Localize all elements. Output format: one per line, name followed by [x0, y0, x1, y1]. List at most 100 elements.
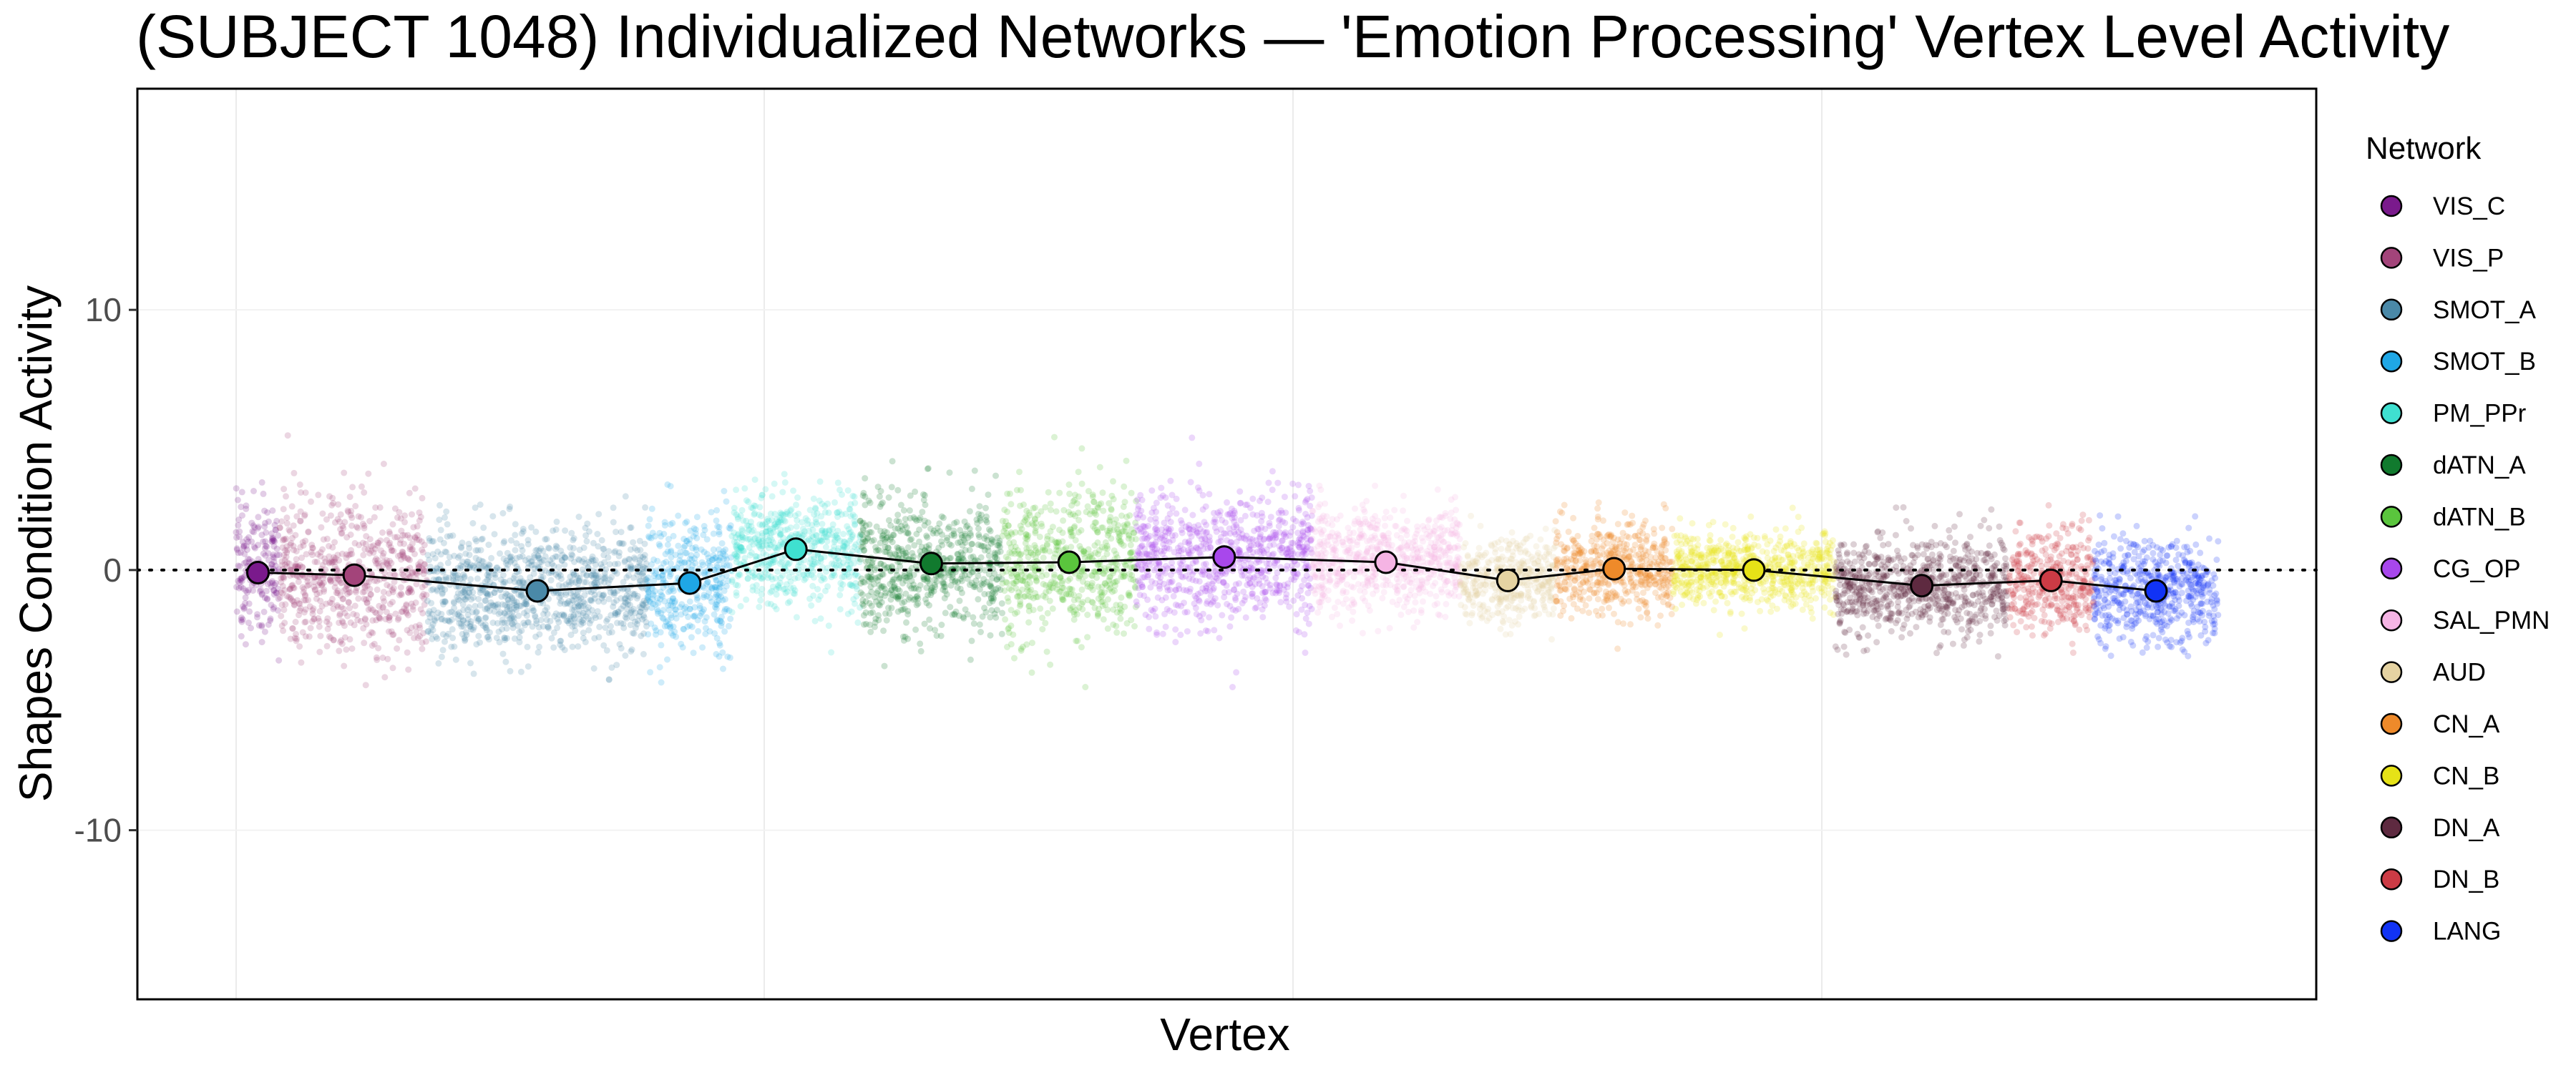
vertex-point	[570, 597, 577, 604]
vertex-point	[718, 540, 726, 547]
vertex-point	[1211, 627, 1218, 634]
vertex-point	[429, 611, 436, 617]
vertex-point	[723, 498, 730, 505]
vertex-point	[233, 534, 240, 541]
vertex-point	[318, 581, 326, 588]
vertex-point	[467, 623, 473, 630]
vertex-point	[921, 517, 928, 524]
vertex-point	[613, 662, 620, 669]
vertex-point	[400, 552, 407, 559]
vertex-point	[334, 552, 341, 559]
vertex-point	[464, 558, 472, 565]
vertex-point	[315, 614, 322, 622]
vertex-point	[281, 619, 288, 627]
vertex-point	[660, 607, 667, 614]
vertex-point	[585, 559, 592, 566]
vertex-point	[558, 557, 565, 564]
vertex-point	[733, 589, 740, 596]
vertex-point	[1099, 489, 1106, 496]
vertex-point	[449, 635, 457, 642]
vertex-point	[409, 540, 416, 547]
vertex-point	[452, 656, 459, 663]
vertex-point	[1080, 551, 1088, 558]
vertex-point	[351, 602, 358, 609]
vertex-point	[1123, 619, 1131, 627]
vertex-point	[1029, 640, 1035, 647]
vertex-point	[323, 516, 330, 523]
vertex-point	[360, 624, 367, 632]
vertex-point	[248, 519, 255, 526]
vertex-point	[324, 615, 331, 622]
vertex-point	[477, 639, 483, 646]
vertex-point	[1158, 597, 1166, 604]
vertex-point	[447, 618, 453, 625]
vertex-point	[1075, 493, 1082, 500]
vertex-point	[239, 616, 246, 623]
vertex-point	[374, 586, 381, 593]
vertex-point	[384, 561, 391, 568]
vertex-point	[637, 609, 643, 616]
vertex-point	[720, 665, 726, 672]
vertex-point	[516, 639, 523, 646]
vertex-point	[368, 547, 375, 554]
vertex-point	[1229, 514, 1236, 521]
vertex-point	[1331, 604, 1338, 612]
vertex-point	[386, 614, 392, 621]
vertex-point	[1281, 531, 1288, 538]
vertex-point	[297, 508, 304, 515]
vertex-point	[497, 550, 503, 557]
vertex-point	[1299, 594, 1306, 602]
vertex-point	[1121, 630, 1127, 637]
vertex-point	[513, 599, 520, 606]
vertex-point	[816, 478, 824, 485]
vertex-point	[623, 605, 630, 612]
vertex-point	[1124, 521, 1131, 529]
vertex-point	[648, 620, 655, 627]
vertex-point	[305, 597, 312, 604]
vertex-point	[468, 562, 475, 569]
vertex-point	[291, 564, 298, 570]
vertex-point	[654, 610, 661, 617]
vertex-point	[344, 590, 351, 597]
vertex-point	[465, 540, 472, 547]
vertex-point	[558, 575, 565, 582]
vertex-point	[968, 637, 975, 645]
vertex-point	[604, 616, 611, 623]
vertex-point	[250, 543, 258, 550]
vertex-point	[321, 555, 328, 562]
vertex-point	[501, 609, 508, 617]
vertex-point	[479, 535, 486, 542]
vertex-point	[1178, 561, 1185, 568]
vertex-point	[421, 582, 429, 589]
vertex-point	[308, 542, 316, 549]
vertex-point	[475, 615, 482, 622]
vertex-point	[411, 635, 418, 642]
vertex-point	[1047, 500, 1054, 507]
vertex-point	[363, 621, 370, 628]
vertex-point	[337, 511, 344, 518]
vertex-point	[862, 538, 869, 545]
vertex-point	[283, 543, 291, 550]
vertex-point	[1089, 572, 1096, 579]
vertex-point	[283, 520, 291, 527]
vertex-point	[710, 530, 717, 537]
vertex-point	[1008, 607, 1015, 614]
vertex-point	[1023, 515, 1030, 522]
vertex-point	[234, 496, 241, 504]
vertex-point	[629, 565, 635, 572]
vertex-point	[517, 589, 525, 596]
vertex-point	[975, 596, 982, 603]
vertex-point	[379, 529, 386, 536]
vertex-point	[1257, 497, 1263, 504]
vertex-point	[625, 593, 633, 600]
vertex-point	[332, 554, 339, 562]
vertex-point	[1290, 597, 1297, 604]
vertex-point	[1213, 528, 1220, 535]
vertex-point	[1420, 598, 1426, 605]
vertex-point	[386, 617, 393, 624]
vertex-point	[258, 591, 265, 598]
vertex-point	[869, 609, 877, 616]
vertex-point	[1117, 609, 1124, 617]
vertex-point	[992, 554, 999, 561]
vertex-point	[507, 667, 514, 675]
